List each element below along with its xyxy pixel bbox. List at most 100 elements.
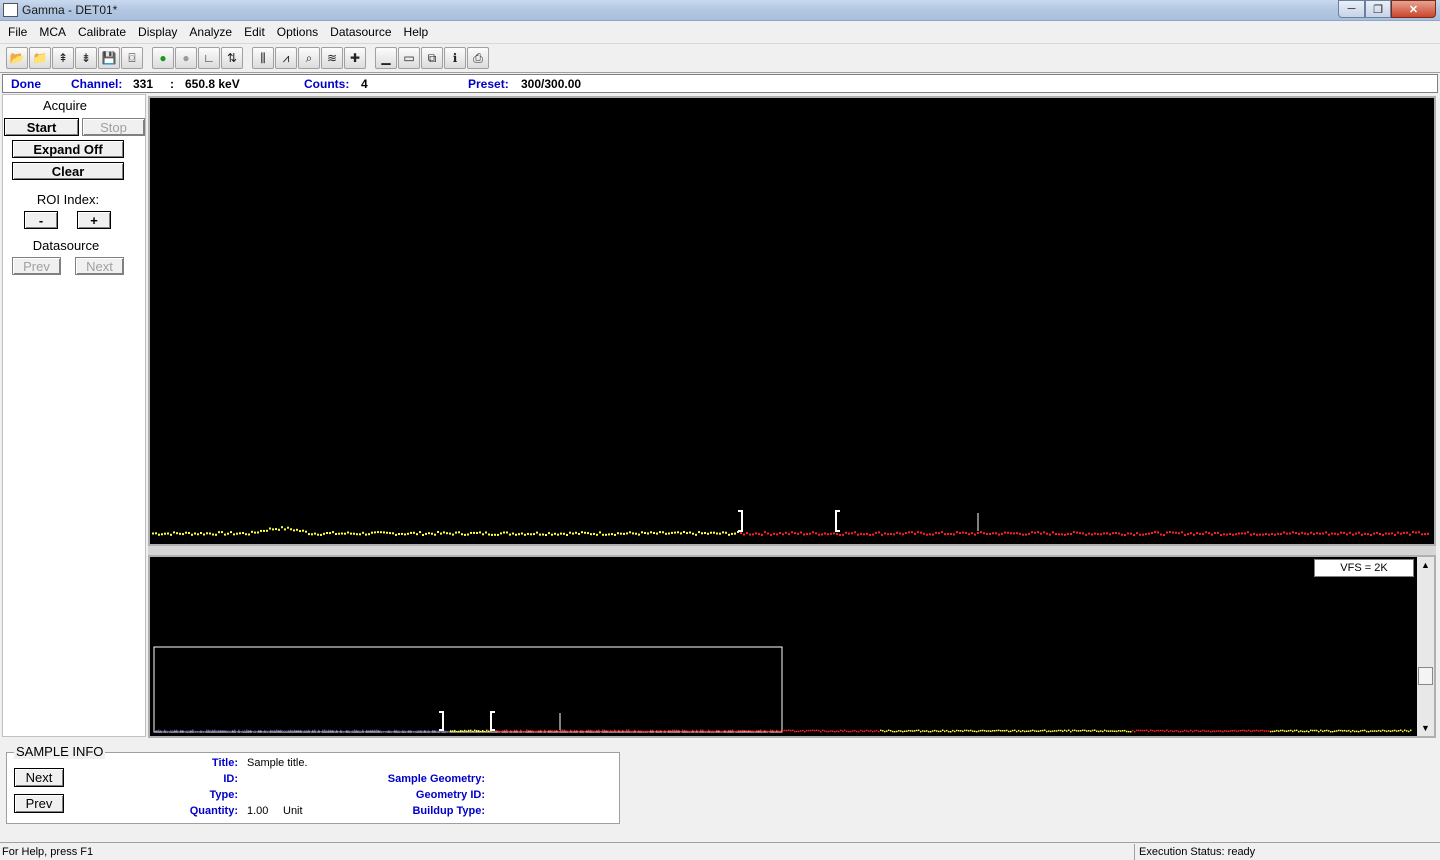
spectrum-canvas[interactable]	[150, 98, 1434, 544]
datasource-prev-button[interactable]: Prev	[12, 257, 61, 275]
spectrum-point	[1031, 531, 1033, 534]
spectrum-point	[674, 531, 676, 534]
menu-analyze[interactable]: Analyze	[189, 25, 233, 39]
overview-scrollbar[interactable]: ▲ ▼	[1417, 557, 1434, 736]
menu-calibrate[interactable]: Calibrate	[78, 25, 127, 39]
save-icon[interactable]: 💾	[98, 47, 120, 69]
overview-point	[1384, 730, 1386, 732]
close-button[interactable]: ✕	[1391, 0, 1436, 18]
stop-acquire-icon[interactable]: ●	[175, 47, 197, 69]
open-icon[interactable]: 📂	[6, 47, 28, 69]
spectrum-point	[251, 530, 253, 533]
overview-point	[798, 730, 800, 733]
overview-point	[230, 730, 232, 733]
roi-icon[interactable]: ⫼	[252, 47, 274, 69]
layers-icon[interactable]: ≋	[321, 47, 343, 69]
menu-edit[interactable]: Edit	[244, 25, 265, 39]
scroll-up-icon[interactable]: ▲	[1421, 560, 1430, 570]
open-folder-icon[interactable]: 📁	[29, 47, 51, 69]
spectrum-point	[671, 531, 673, 534]
menu-options[interactable]: Options	[276, 25, 319, 39]
cascade-icon[interactable]: ⧉	[421, 47, 443, 69]
spectrum-point	[929, 533, 931, 536]
overview-point	[1202, 729, 1204, 732]
crosshair-icon[interactable]: ✚	[344, 47, 366, 69]
overview-point	[200, 730, 202, 732]
download-icon[interactable]: ⇟	[75, 47, 97, 69]
print-preview-icon[interactable]: ⌼	[121, 47, 143, 69]
overview-point	[838, 730, 840, 733]
overview-point	[1176, 730, 1178, 732]
spectrum-point	[1208, 532, 1210, 535]
clear-button[interactable]: Clear	[12, 162, 124, 180]
scroll-thumb[interactable]	[1418, 667, 1433, 685]
spectrum-point	[1250, 533, 1252, 536]
scroll-down-icon[interactable]: ▼	[1421, 723, 1430, 733]
upload-icon[interactable]: ⇞	[52, 47, 74, 69]
overview-point	[484, 730, 486, 733]
spectrum-point	[395, 533, 397, 536]
spectrum-plot-overview[interactable]: VFS = 2K ▲ ▼	[148, 555, 1436, 738]
roi-decrement-button[interactable]: -	[24, 211, 58, 229]
overview-point	[776, 729, 778, 732]
overview-point	[866, 729, 868, 732]
plot-splitter[interactable]	[148, 546, 1436, 555]
channel-value: 331	[133, 77, 154, 91]
expand-button[interactable]: Expand Off	[12, 140, 124, 158]
spectrum-point	[782, 533, 784, 536]
spectrum-icon[interactable]: ⩘	[275, 47, 297, 69]
overview-point	[1274, 730, 1276, 732]
overview-roi-right-marker[interactable]	[490, 711, 495, 731]
start-button[interactable]: Start	[4, 118, 79, 136]
menu-display[interactable]: Display	[138, 25, 178, 39]
info-icon[interactable]: ℹ	[444, 47, 466, 69]
spectrum-point	[1040, 532, 1042, 535]
stop-button[interactable]: Stop	[82, 118, 145, 136]
overview-roi-left-marker[interactable]	[439, 711, 444, 731]
spectrum-point	[257, 531, 259, 534]
menu-datasource[interactable]: Datasource	[330, 25, 392, 39]
spectrum-plot-expanded[interactable]	[148, 96, 1436, 546]
maximize-button[interactable]: ❐	[1365, 0, 1391, 18]
roi-right-marker[interactable]	[835, 510, 840, 532]
overview-point	[1162, 729, 1164, 732]
overview-point	[372, 729, 374, 732]
spectrum-point	[926, 533, 928, 536]
overview-point	[620, 730, 622, 732]
menu-help[interactable]: Help	[403, 25, 429, 39]
overview-point	[590, 729, 592, 732]
zoom-icon[interactable]: ⌕	[298, 47, 320, 69]
zoom-window-box[interactable]	[153, 646, 783, 733]
menu-file[interactable]: File	[8, 25, 28, 39]
overview-point	[928, 730, 930, 733]
overview-point	[1336, 730, 1338, 732]
overview-point	[156, 730, 158, 732]
overview-point	[1390, 730, 1392, 732]
spectrum-point	[464, 533, 466, 536]
spectrum-point	[335, 533, 337, 535]
printer-icon[interactable]: ⎙	[467, 47, 489, 69]
minimize-view-icon[interactable]: ▁	[375, 47, 397, 69]
start-acquire-icon[interactable]: ●	[152, 47, 174, 69]
overview-point	[298, 729, 300, 732]
sample-prev-button[interactable]: Prev	[14, 794, 64, 813]
spectrum-point	[491, 533, 493, 536]
overview-point	[338, 730, 340, 733]
overview-point	[706, 730, 708, 733]
roi-left-marker[interactable]	[738, 510, 743, 532]
overview-point	[250, 730, 252, 732]
datasource-next-button[interactable]: Next	[75, 257, 124, 275]
window-icon[interactable]: ▭	[398, 47, 420, 69]
spectrum-point	[1253, 532, 1255, 535]
spectrum-point	[1424, 533, 1426, 536]
roi-increment-button[interactable]: +	[77, 211, 111, 229]
peak-table-icon[interactable]: ⇅	[221, 47, 243, 69]
overview-canvas[interactable]	[150, 557, 1414, 736]
minimize-button[interactable]: ─	[1338, 0, 1365, 18]
overview-point	[1242, 729, 1244, 732]
overview-point	[1024, 730, 1026, 733]
axis-icon[interactable]: ∟	[198, 47, 220, 69]
sample-next-button[interactable]: Next	[14, 768, 64, 787]
overview-point	[1342, 730, 1344, 732]
menu-mca[interactable]: MCA	[39, 25, 67, 39]
